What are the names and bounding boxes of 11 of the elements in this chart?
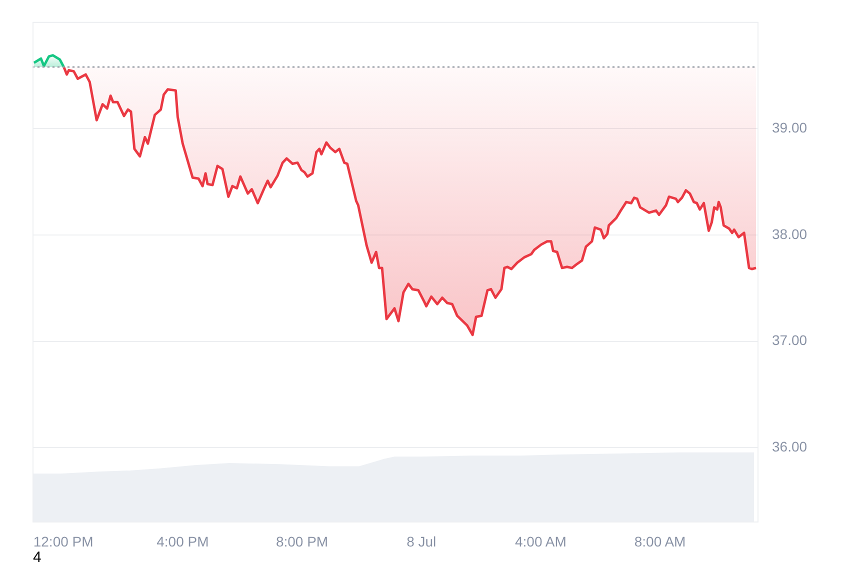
text: 4	[33, 549, 42, 566]
x-tick-label: 8:00 AM	[634, 533, 686, 550]
x-tick-label: 4:00 PM	[156, 533, 209, 550]
y-tick-label: 37.00	[772, 332, 808, 348]
y-tick-label: 39.00	[772, 120, 808, 136]
x-tick-label: 8 Jul	[406, 533, 436, 550]
y-tick-label: 36.00	[772, 438, 808, 454]
y-tick-label: 38.00	[772, 226, 808, 242]
x-tick-label: 8:00 PM	[276, 533, 328, 550]
x-tick-label: 4:00 AM	[515, 533, 566, 550]
x-tick-label: 12:00 PM	[33, 533, 94, 550]
